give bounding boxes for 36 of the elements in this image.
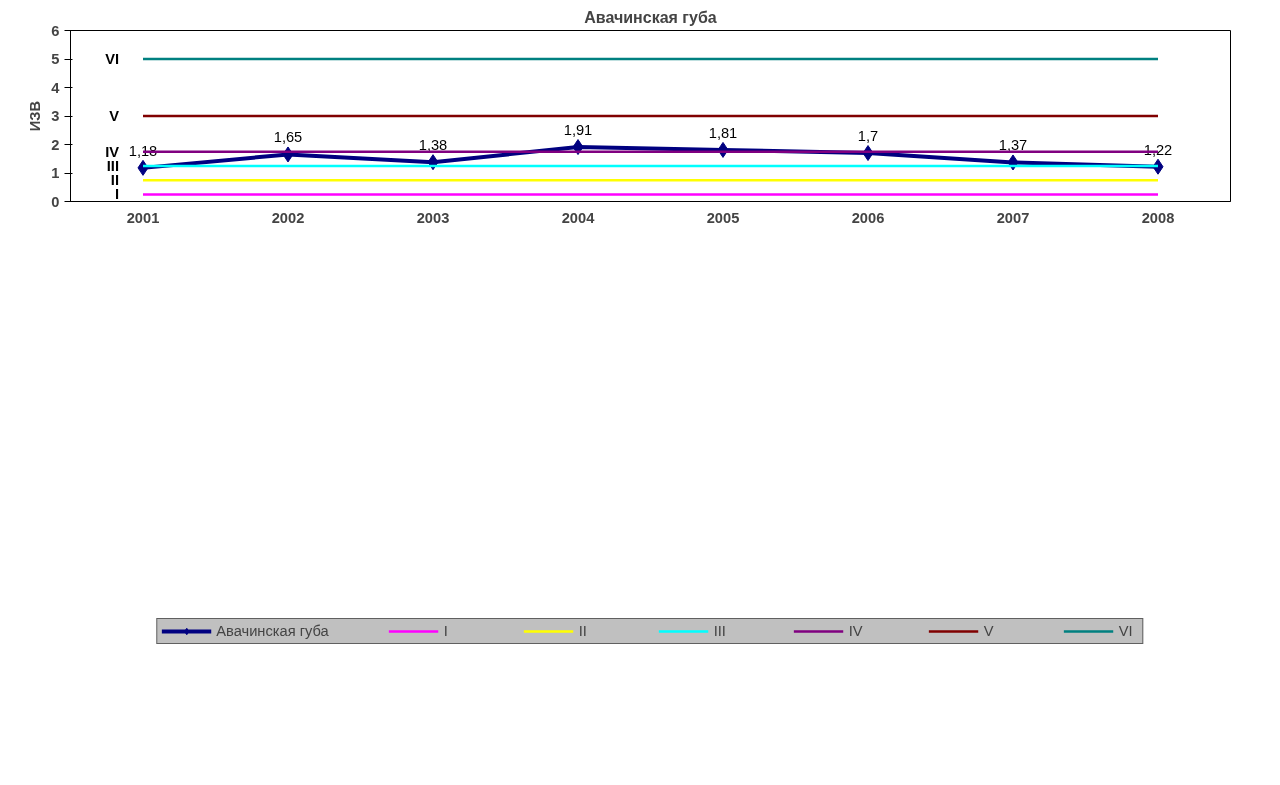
text: I bbox=[114, 186, 120, 203]
y-tick-label: 1 bbox=[51, 165, 60, 181]
legend-label: VI bbox=[1118, 623, 1134, 639]
x-tick-label: 2001 bbox=[126, 209, 160, 226]
legend-label: I bbox=[443, 623, 449, 639]
data-label: 1,65 bbox=[273, 129, 303, 146]
text: V bbox=[109, 108, 120, 124]
x-tick-label: 2006 bbox=[851, 209, 885, 226]
legend-label: V bbox=[983, 623, 995, 639]
x-tick-label: 2008 bbox=[1141, 209, 1175, 226]
legend-label: IV bbox=[848, 623, 864, 639]
text: II bbox=[110, 172, 120, 189]
legend-label: III bbox=[713, 623, 727, 639]
x-tick-label: 2003 bbox=[416, 209, 450, 226]
x-tick-label: 2007 bbox=[996, 209, 1030, 226]
chart-title: Авачинская губа bbox=[584, 8, 717, 26]
legend-label: Авачинская губа bbox=[216, 623, 329, 639]
y-tick-label: 4 bbox=[51, 79, 61, 96]
data-label: 1,7 bbox=[857, 128, 879, 145]
data-label: 1,38 bbox=[418, 137, 448, 154]
data-label: 1,37 bbox=[998, 137, 1028, 154]
data-label: 1,91 bbox=[563, 122, 593, 139]
data-label: 1,81 bbox=[708, 124, 738, 141]
y-tick-label: 0 bbox=[51, 193, 60, 210]
text: III bbox=[106, 157, 119, 174]
x-tick-label: 2002 bbox=[271, 209, 305, 226]
y-tick-label: 6 bbox=[51, 22, 60, 39]
x-tick-label: 2005 bbox=[706, 209, 740, 226]
text: VI bbox=[105, 51, 120, 67]
legend-label: II bbox=[578, 623, 588, 639]
y-axis-title: ИЗВ bbox=[27, 100, 44, 132]
y-tick-label: 5 bbox=[51, 51, 60, 67]
x-tick-label: 2004 bbox=[561, 209, 596, 226]
y-tick-label: 3 bbox=[51, 108, 60, 124]
text: IV bbox=[105, 143, 120, 160]
y-tick-label: 2 bbox=[51, 136, 60, 153]
